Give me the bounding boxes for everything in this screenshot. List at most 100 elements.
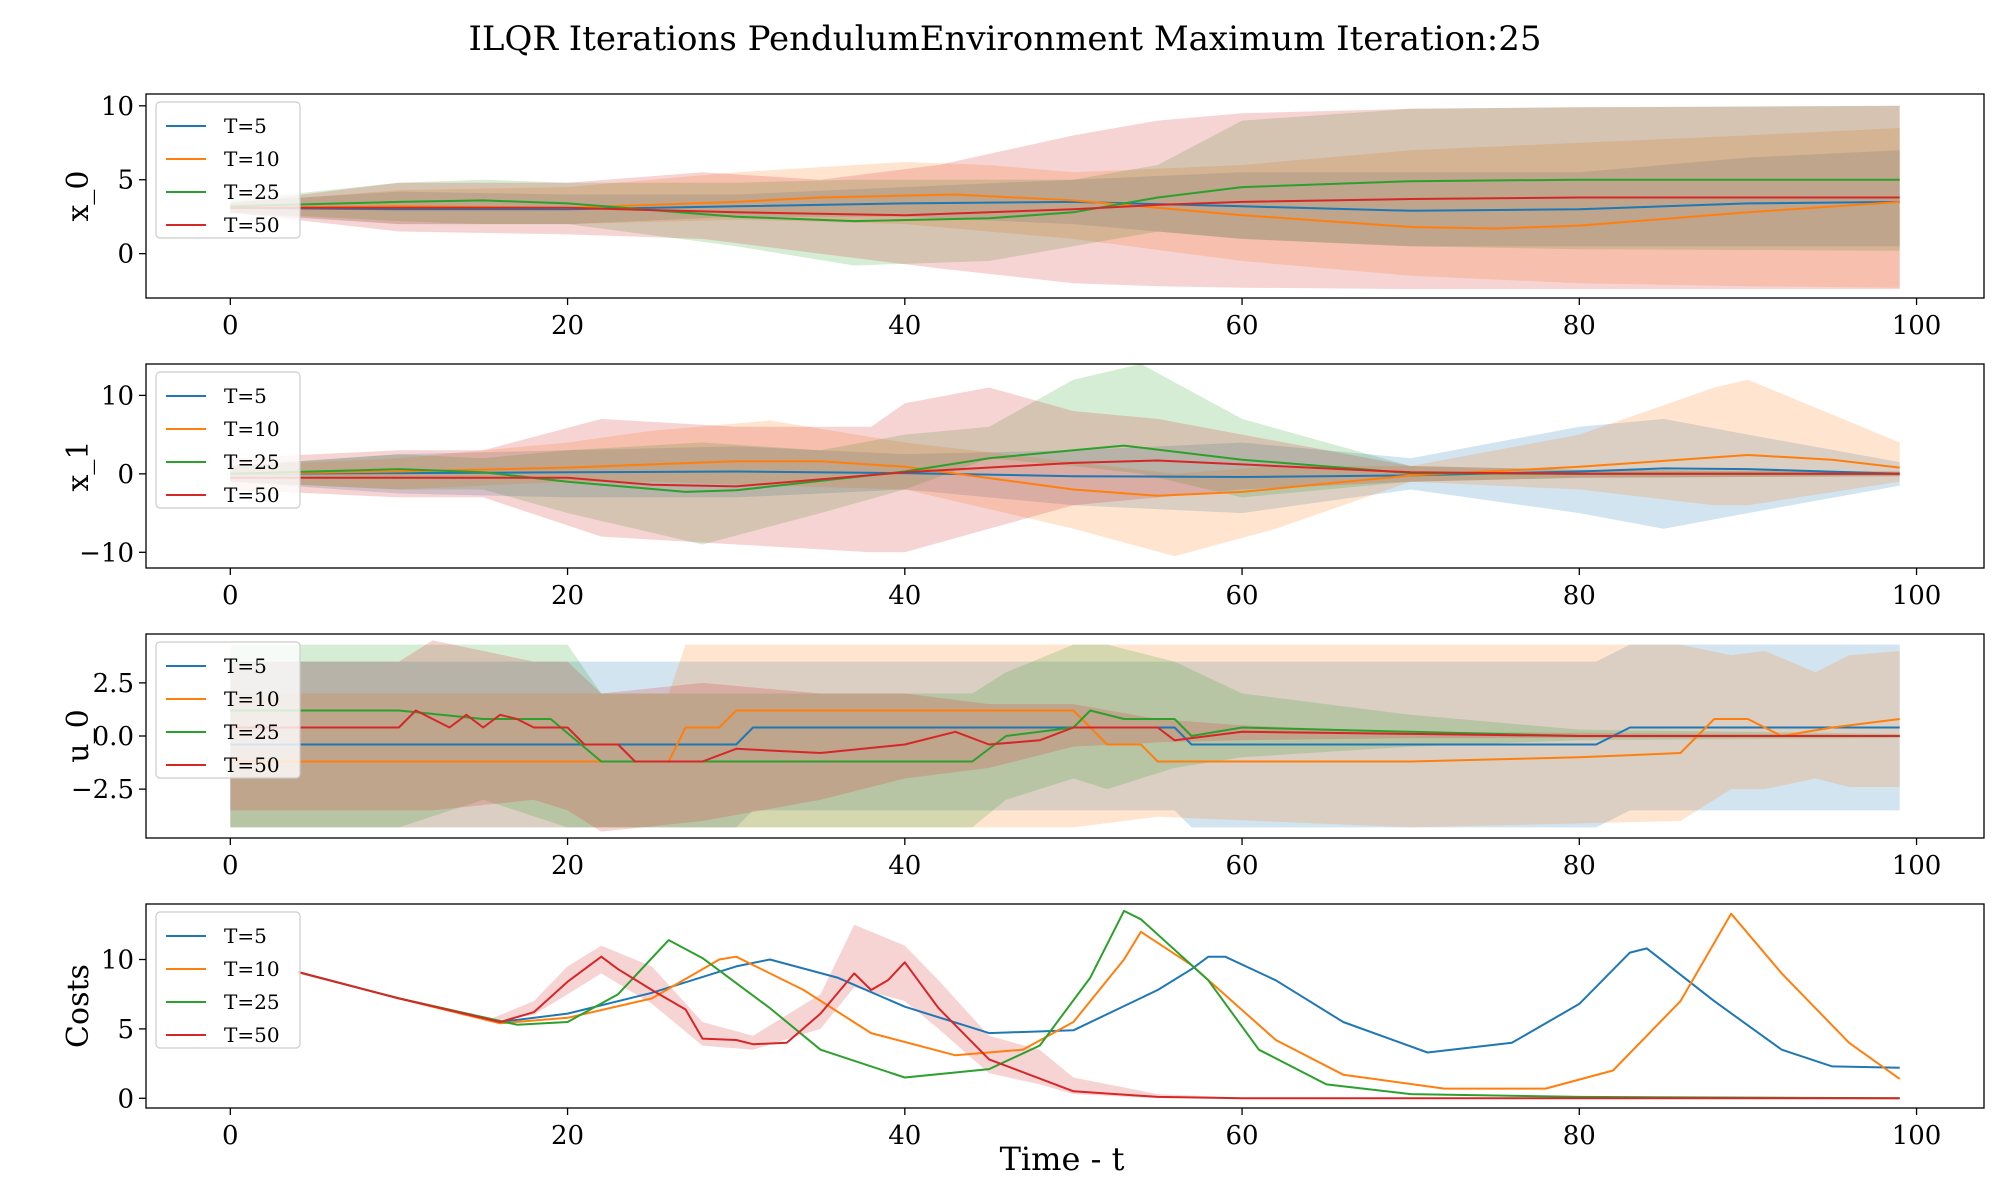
x-tick-label: 0 <box>222 851 239 881</box>
legend-label: T=25 <box>224 990 280 1014</box>
band-t50 <box>230 387 1900 553</box>
y-tick-label: −10 <box>79 538 134 568</box>
y-axis-label: u_0 <box>61 709 96 762</box>
x-tick-label: 0 <box>222 1121 239 1151</box>
x-tick-label: 0 <box>222 311 239 341</box>
series-line-t50 <box>230 196 1900 217</box>
x-tick-label: 20 <box>551 851 584 881</box>
x-tick-label: 80 <box>1563 1121 1596 1151</box>
panel-2: 0 20 40 60 80 100 −10 0 10x_1 T=5 T=10 T=25 T=50 <box>61 363 1985 611</box>
series-line-t50 <box>230 459 1900 488</box>
x-tick-label: 100 <box>1892 851 1942 881</box>
band-t25 <box>230 644 1900 828</box>
series-line-t10 <box>297 912 1901 1090</box>
series-line-t5 <box>230 467 1900 478</box>
plot-area <box>230 364 1900 557</box>
x-axis-label: Time - t <box>1000 1140 1125 1178</box>
y-tick-label: 10 <box>101 381 134 411</box>
x-tick-label: 20 <box>551 581 584 611</box>
band-t25 <box>230 105 1900 266</box>
y-tick-label: 0 <box>117 240 134 270</box>
legend: T=5 T=10 T=25 T=50 <box>155 371 301 509</box>
band-t50 <box>230 105 1900 290</box>
legend-label: T=50 <box>224 483 280 507</box>
legend-label: T=25 <box>224 720 280 744</box>
legend-label: T=10 <box>224 147 280 171</box>
legend-label: T=5 <box>224 924 267 948</box>
legend-label: T=50 <box>224 753 280 777</box>
y-tick-label: 2.5 <box>93 669 134 699</box>
legend-label: T=10 <box>224 687 280 711</box>
x-tick-label: 40 <box>888 851 921 881</box>
chart-title: ILQR Iterations PendulumEnvironment Maxi… <box>468 19 1541 59</box>
legend-label: T=5 <box>224 654 267 678</box>
y-tick-label: 5 <box>117 166 134 196</box>
axes-frame <box>145 363 1985 569</box>
band-t50 <box>297 924 1900 1099</box>
series-line-t50 <box>297 955 1900 1100</box>
plot-area <box>230 105 1900 290</box>
panel-1: 0 20 40 60 80 100 0 5 10 x_0 T=5 T=10 T=25 T=50 <box>61 92 1985 341</box>
band-t10 <box>230 644 1900 828</box>
series-line-t5 <box>230 726 1900 746</box>
legend-label: T=25 <box>224 450 280 474</box>
y-tick-label: 0 <box>117 460 134 490</box>
plot-area <box>297 909 1901 1100</box>
x-tick-label: 60 <box>1226 1121 1259 1151</box>
x-tick-label: 80 <box>1563 311 1596 341</box>
legend-label: T=5 <box>224 114 267 138</box>
legend-label: T=25 <box>224 180 280 204</box>
legend: T=5 T=10 T=25 T=50 <box>155 911 301 1049</box>
legend: T=5 T=10 T=25 T=50 <box>155 641 301 779</box>
y-tick-label: 0 <box>117 1084 134 1114</box>
band-t10 <box>230 128 1900 288</box>
band-t5 <box>230 150 1900 247</box>
y-tick-label: 10 <box>101 946 134 976</box>
series-line-t50 <box>230 709 1900 763</box>
legend-box <box>155 911 301 1049</box>
legend-box <box>155 641 301 779</box>
y-tick-label: −2.5 <box>71 775 134 805</box>
x-tick-label: 20 <box>551 1121 584 1151</box>
x-tick-label: 60 <box>1226 851 1259 881</box>
x-tick-label: 100 <box>1892 581 1942 611</box>
series-line-t10 <box>230 709 1900 763</box>
x-tick-label: 60 <box>1226 311 1259 341</box>
band-t50 <box>230 640 1900 832</box>
legend-box <box>155 371 301 509</box>
x-tick-label: 80 <box>1563 581 1596 611</box>
y-tick-label: 0.0 <box>93 722 134 752</box>
x-tick-label: 100 <box>1892 311 1942 341</box>
legend-label: T=50 <box>224 1023 280 1047</box>
axes-frame <box>145 903 1985 1109</box>
x-tick-label: 60 <box>1226 581 1259 611</box>
legend: T=5 T=10 T=25 T=50 <box>155 101 301 239</box>
panel-3: 0 20 40 60 80 100 −2.5 0.0 2.5 u_0 T=5 T=10 T=25 T=50 <box>61 633 1985 881</box>
y-axis-label: x_1 <box>61 440 96 491</box>
y-axis-label: x_0 <box>61 170 96 221</box>
legend-label: T=5 <box>224 384 267 408</box>
band-t5 <box>230 418 1900 529</box>
x-tick-label: 40 <box>888 581 921 611</box>
series-line-t25 <box>297 909 1900 1100</box>
y-tick-label: 5 <box>117 1015 134 1045</box>
legend-label: T=10 <box>224 957 280 981</box>
x-tick-label: 20 <box>551 311 584 341</box>
x-tick-label: 100 <box>1892 1121 1942 1151</box>
legend-label: T=50 <box>224 213 280 237</box>
y-axis-label: Costs <box>61 964 96 1048</box>
x-tick-label: 0 <box>222 581 239 611</box>
x-tick-label: 40 <box>888 311 921 341</box>
legend-label: T=10 <box>224 417 280 441</box>
series-line-t5 <box>297 947 1900 1069</box>
series-line-t5 <box>230 200 1900 212</box>
band-t25 <box>230 364 1900 545</box>
band-t10 <box>230 379 1900 557</box>
axes-frame <box>145 93 1985 299</box>
x-tick-label: 40 <box>888 1121 921 1151</box>
legend-box <box>155 101 301 239</box>
plot-area <box>230 640 1900 832</box>
x-tick-label: 80 <box>1563 851 1596 881</box>
